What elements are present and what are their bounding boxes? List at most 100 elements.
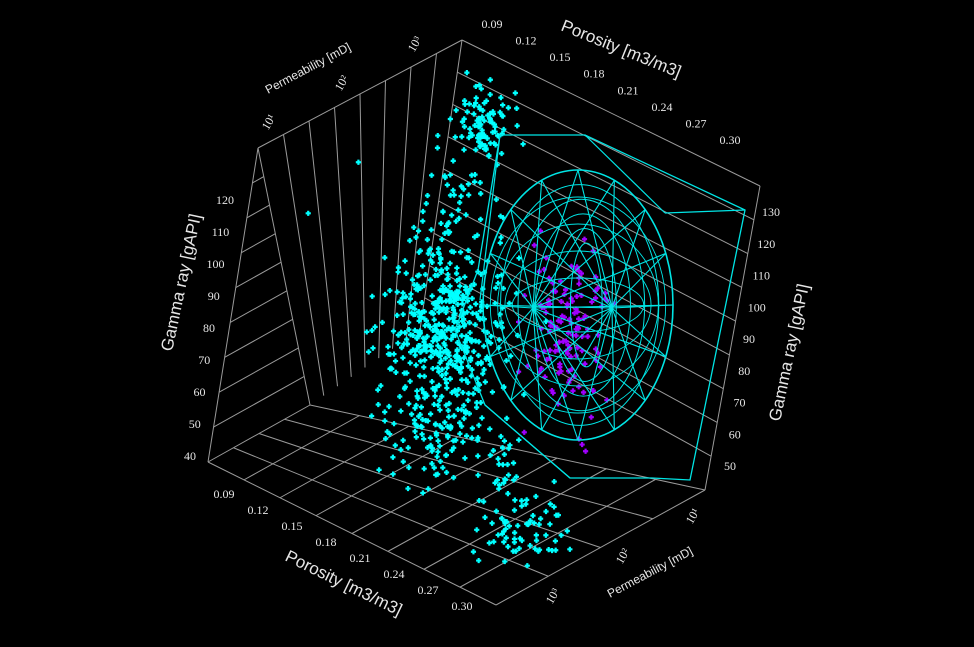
data-point bbox=[416, 309, 422, 315]
data-point bbox=[477, 143, 483, 150]
data-point bbox=[407, 378, 413, 384]
data-point bbox=[424, 237, 431, 243]
data-point bbox=[449, 389, 455, 396]
data-point bbox=[527, 543, 533, 549]
data-point bbox=[424, 333, 430, 340]
data-point bbox=[459, 377, 465, 383]
ellipsoid-meridian bbox=[510, 209, 613, 309]
data-point bbox=[443, 370, 449, 377]
data-point bbox=[444, 182, 450, 188]
data-point bbox=[385, 344, 391, 350]
data-point bbox=[424, 444, 431, 451]
data-point bbox=[420, 490, 426, 496]
data-point bbox=[501, 126, 507, 133]
data-point bbox=[444, 223, 450, 229]
data-point bbox=[443, 452, 450, 458]
data-point bbox=[453, 218, 459, 224]
data-point bbox=[538, 366, 544, 372]
data-point bbox=[420, 390, 427, 396]
data-point bbox=[481, 118, 487, 124]
ellipsoid-ring bbox=[504, 250, 652, 360]
data-point bbox=[496, 337, 502, 343]
data-point bbox=[487, 91, 493, 98]
data-point bbox=[440, 465, 446, 471]
data-point bbox=[578, 270, 584, 277]
data-point bbox=[494, 273, 501, 280]
data-point bbox=[502, 558, 508, 565]
data-point bbox=[496, 482, 503, 488]
data-point bbox=[459, 119, 466, 125]
data-point bbox=[512, 530, 518, 536]
data-point bbox=[450, 332, 456, 338]
data-point bbox=[425, 486, 431, 492]
data-point bbox=[543, 318, 549, 325]
data-point bbox=[452, 134, 458, 140]
data-point bbox=[512, 497, 518, 503]
data-point bbox=[454, 348, 460, 354]
data-point bbox=[423, 343, 429, 350]
data-point bbox=[506, 445, 512, 452]
data-point bbox=[555, 318, 562, 324]
data-point bbox=[582, 361, 588, 367]
data-point bbox=[429, 379, 435, 385]
data-point bbox=[466, 390, 472, 397]
data-point bbox=[488, 333, 494, 340]
data-point bbox=[387, 431, 393, 437]
data-point bbox=[535, 548, 541, 554]
data-point bbox=[590, 388, 596, 394]
data-point bbox=[421, 373, 428, 379]
data-point bbox=[454, 265, 460, 271]
data-point bbox=[408, 291, 414, 297]
data-point bbox=[427, 435, 433, 441]
data-point bbox=[355, 159, 362, 165]
data-point bbox=[454, 353, 461, 359]
data-point bbox=[414, 346, 420, 352]
porosity-tick-top: 0.12 bbox=[516, 34, 537, 48]
data-point bbox=[469, 435, 475, 441]
data-point bbox=[459, 333, 465, 339]
data-point bbox=[443, 327, 450, 333]
ellipsoid-meridian bbox=[532, 307, 646, 401]
porosity-tick-bottom: 0.15 bbox=[282, 519, 303, 533]
data-point bbox=[404, 336, 410, 343]
data-point bbox=[589, 299, 595, 305]
data-point bbox=[476, 104, 482, 110]
data-point bbox=[501, 539, 507, 545]
data-point bbox=[451, 413, 457, 419]
data-point bbox=[495, 280, 501, 286]
data-point bbox=[488, 340, 494, 346]
data-point bbox=[419, 416, 426, 423]
data-point bbox=[547, 501, 553, 507]
data-point bbox=[475, 124, 482, 130]
gamma-ray-tick-left: 80 bbox=[203, 321, 215, 335]
ellipsoid-ring bbox=[552, 228, 617, 382]
data-point bbox=[573, 326, 579, 332]
data-point bbox=[466, 411, 472, 417]
data-point bbox=[432, 323, 438, 329]
data-point bbox=[398, 300, 405, 306]
data-point bbox=[492, 480, 498, 486]
porosity-tick-bottom: 0.27 bbox=[418, 583, 439, 597]
data-point bbox=[445, 230, 452, 237]
data-point bbox=[438, 358, 444, 364]
gamma-ray-tick-left: 110 bbox=[212, 225, 230, 239]
porosity-tick-bottom: 0.30 bbox=[452, 599, 473, 613]
series-cyan bbox=[305, 70, 573, 569]
data-point bbox=[499, 515, 505, 522]
gamma-ray-tick-left: 90 bbox=[208, 289, 220, 303]
data-point bbox=[481, 100, 487, 106]
data-point bbox=[421, 309, 427, 315]
data-point bbox=[394, 289, 400, 295]
data-point bbox=[450, 315, 456, 321]
data-point bbox=[434, 454, 440, 460]
data-point bbox=[471, 111, 477, 117]
data-point bbox=[443, 380, 450, 386]
data-point bbox=[424, 192, 431, 199]
data-point bbox=[487, 452, 493, 458]
data-point bbox=[427, 277, 433, 283]
data-point bbox=[406, 464, 412, 471]
data-point bbox=[445, 361, 452, 367]
data-point bbox=[452, 387, 458, 393]
hull-outline bbox=[454, 134, 746, 481]
data-point bbox=[516, 255, 522, 261]
